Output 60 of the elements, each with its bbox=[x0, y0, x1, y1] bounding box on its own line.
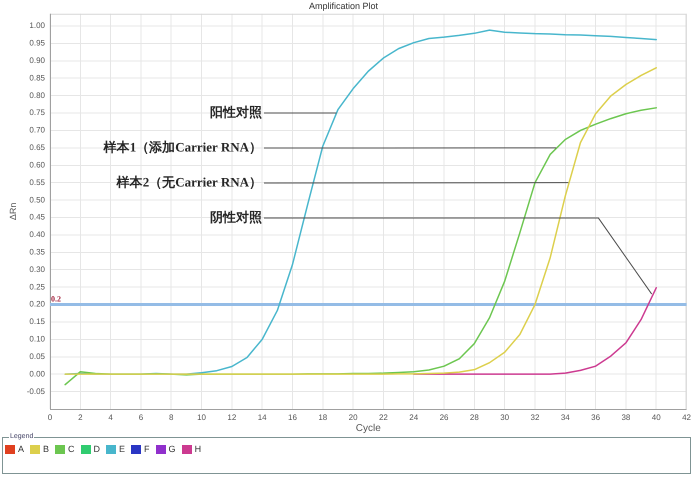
y-tick-label: 0.80 bbox=[29, 90, 46, 100]
legend-label: C bbox=[68, 444, 75, 454]
x-tick-label: 38 bbox=[621, 413, 631, 422]
x-axis-title: Cycle bbox=[356, 422, 382, 434]
y-tick-label: 0.75 bbox=[29, 108, 46, 118]
legend-label: D bbox=[94, 444, 100, 454]
x-tick-label: 24 bbox=[409, 413, 419, 422]
y-tick-label: 0.60 bbox=[29, 160, 46, 170]
y-tick-label: 1.00 bbox=[29, 21, 46, 30]
x-tick-label: 0 bbox=[48, 413, 53, 422]
y-tick-label: 0.05 bbox=[29, 352, 46, 361]
y-tick-label: 0.35 bbox=[29, 248, 46, 257]
x-tick-label: 16 bbox=[288, 413, 298, 422]
y-tick-label: 0.95 bbox=[29, 38, 46, 48]
x-tick-label: 28 bbox=[470, 413, 480, 422]
x-tick-label: 34 bbox=[560, 413, 570, 422]
x-tick-label: 22 bbox=[378, 413, 388, 422]
legend-label: A bbox=[18, 444, 24, 454]
y-tick-label: 0.85 bbox=[29, 73, 46, 82]
chart-title: Amplification Plot bbox=[308, 0, 379, 11]
y-axis-title: ΔRn bbox=[8, 202, 18, 220]
x-tick-label: 2 bbox=[78, 413, 84, 422]
x-tick-label: 4 bbox=[108, 413, 114, 422]
x-tick-label: 10 bbox=[197, 413, 207, 422]
annotation: 阳性对照 bbox=[210, 104, 262, 120]
annotation: 样本2（无Carrier RNA） bbox=[116, 174, 262, 190]
annotation: 阴性对照 bbox=[210, 209, 262, 224]
legend-label: F bbox=[144, 444, 150, 454]
legend-label: E bbox=[119, 444, 126, 454]
y-tick-label: 0.25 bbox=[29, 282, 46, 292]
y-tick-label: 0.10 bbox=[29, 334, 46, 344]
x-tick-label: 40 bbox=[652, 413, 662, 422]
y-tick-label: 0.20 bbox=[29, 300, 46, 309]
annotation: 样本1（添加Carrier RNA） bbox=[102, 139, 262, 154]
x-tick-label: 6 bbox=[138, 413, 144, 422]
x-tick-label: 14 bbox=[258, 413, 268, 422]
x-tick-label: 20 bbox=[348, 413, 358, 422]
y-tick-label: 0.55 bbox=[29, 178, 46, 187]
x-tick-label: 32 bbox=[530, 413, 540, 422]
y-tick-label: 0.40 bbox=[29, 230, 46, 240]
y-tick-label: 0.65 bbox=[29, 143, 46, 152]
legend-label: G bbox=[168, 444, 176, 454]
ref-line-label: 0.2 bbox=[51, 294, 61, 304]
legend-label: H bbox=[194, 444, 202, 454]
x-tick-label: 36 bbox=[591, 413, 601, 422]
y-tick-label: 0.45 bbox=[29, 212, 46, 222]
legend-label: B bbox=[43, 444, 50, 454]
y-tick-label: 0.70 bbox=[29, 126, 46, 135]
x-tick-label: 30 bbox=[500, 413, 510, 422]
y-tick-label: 0.30 bbox=[29, 264, 46, 274]
x-tick-label: 18 bbox=[318, 413, 328, 422]
x-tick-label: 26 bbox=[440, 413, 450, 422]
x-tick-label: 42 bbox=[682, 413, 692, 422]
y-tick-label: 0.00 bbox=[29, 369, 46, 378]
x-tick-label: 8 bbox=[169, 413, 174, 422]
y-tick-label: 0.90 bbox=[29, 56, 46, 66]
y-tick-label: 0.15 bbox=[29, 317, 46, 326]
y-tick-label: -0.05 bbox=[26, 386, 46, 396]
x-tick-label: 12 bbox=[227, 413, 237, 422]
y-tick-label: 0.50 bbox=[29, 195, 46, 204]
